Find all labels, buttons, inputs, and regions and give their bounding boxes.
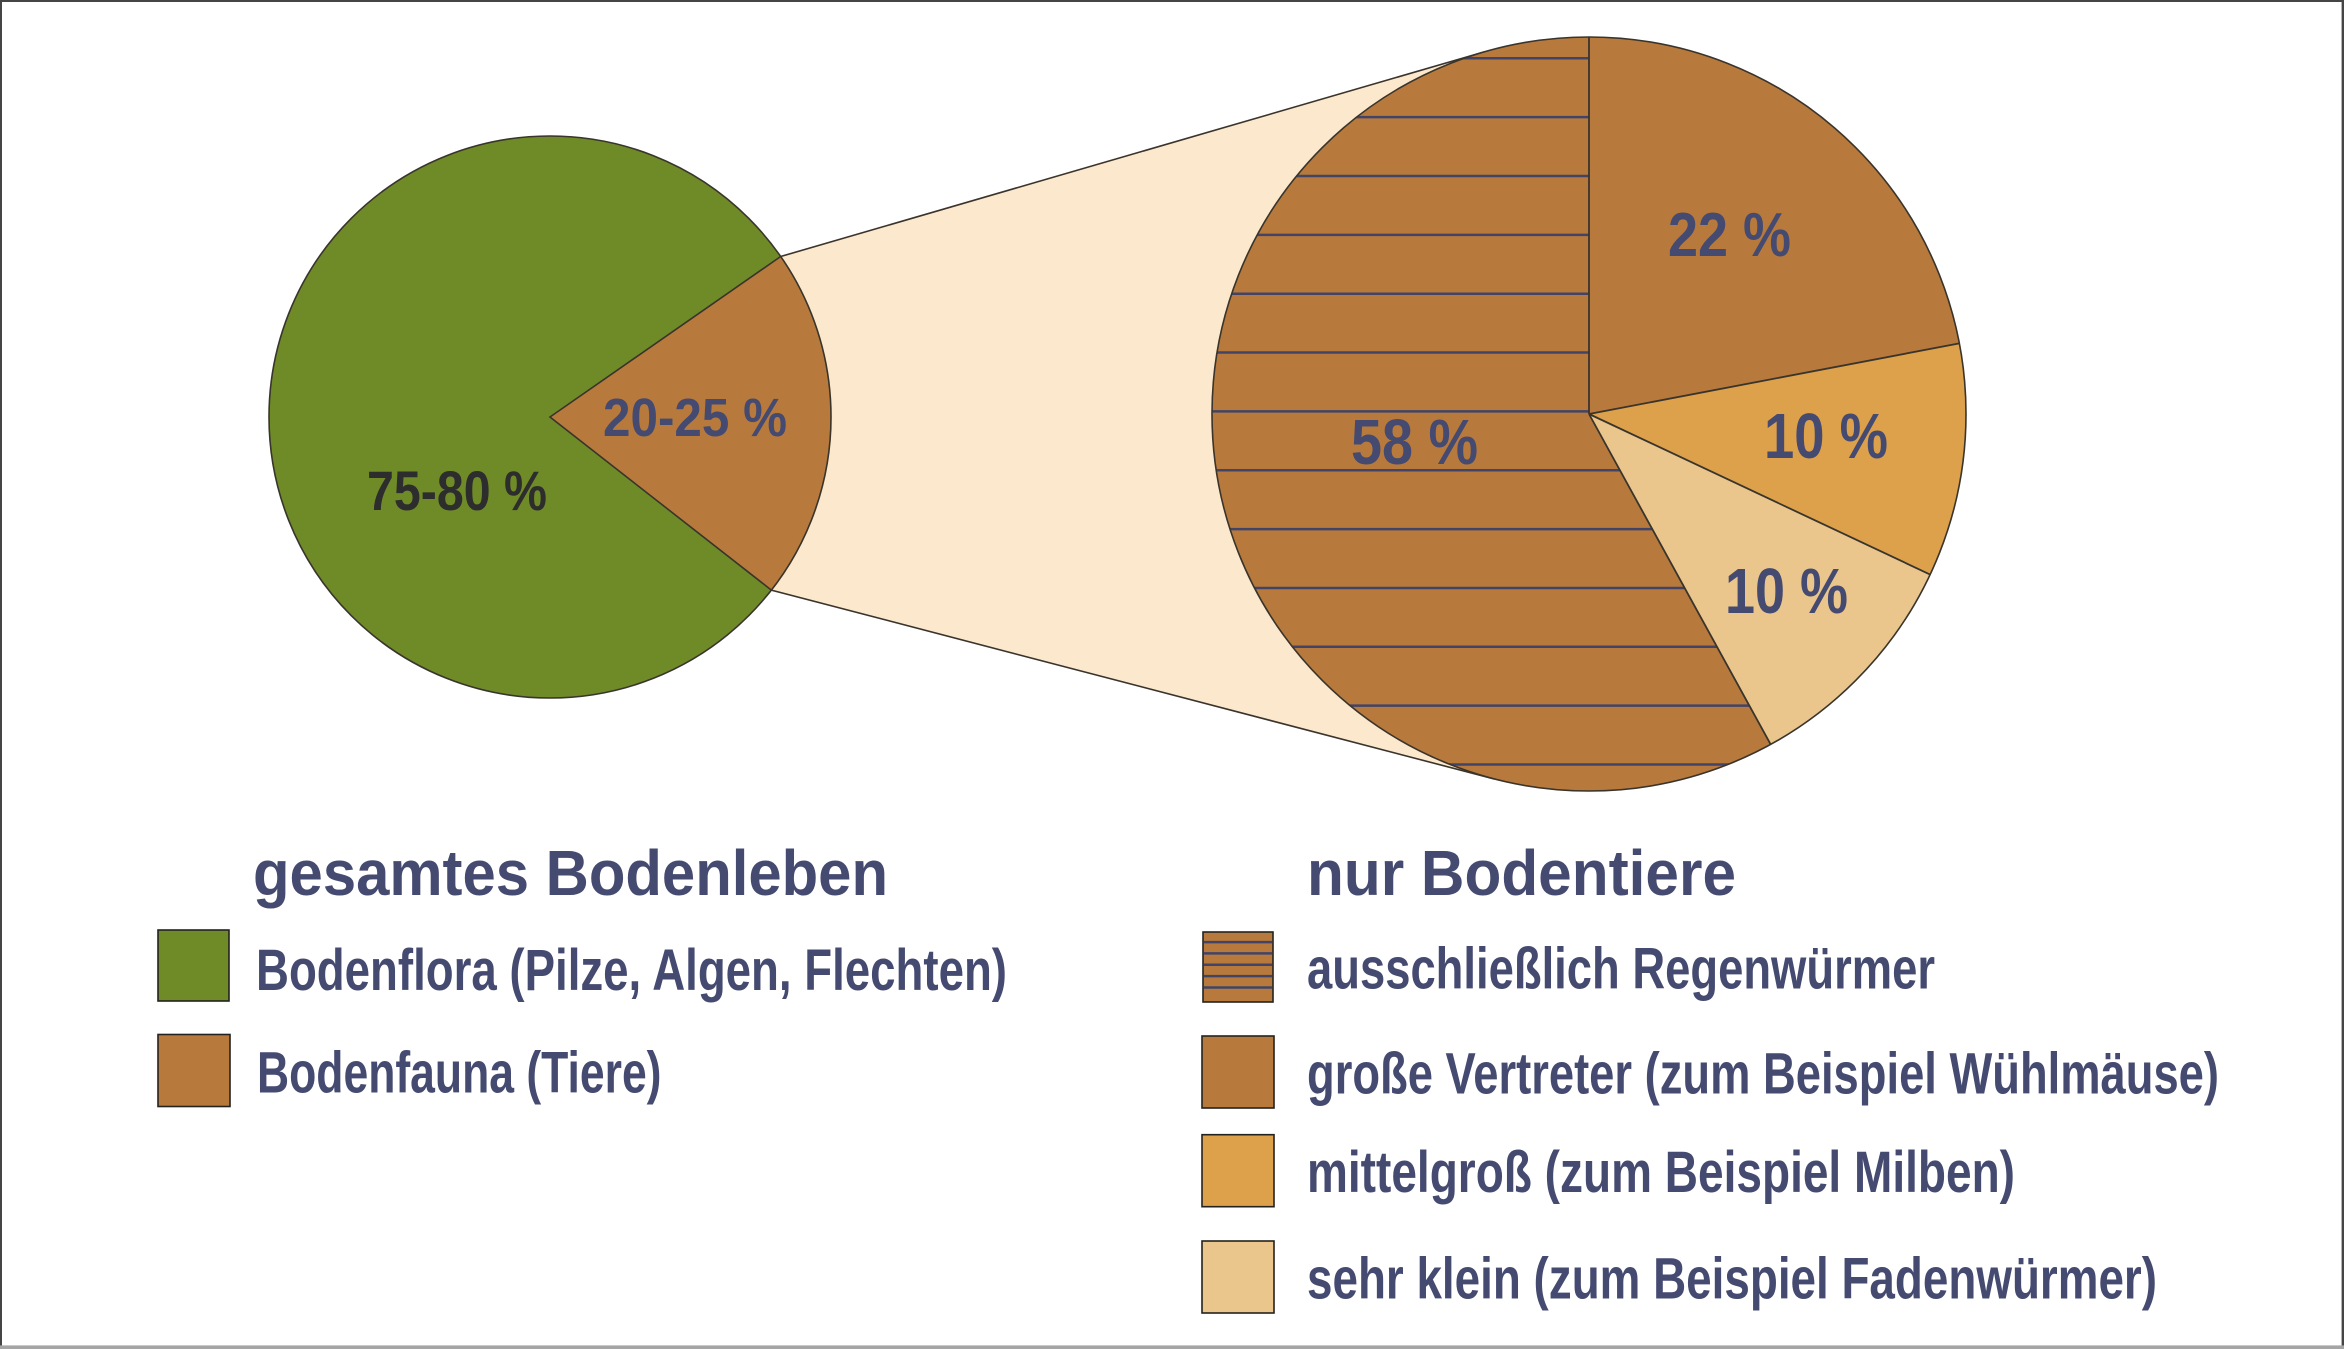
svg-text:ausschließlich Regenwürmer: ausschließlich Regenwürmer xyxy=(1307,937,1935,1002)
svg-text:Bodenfauna (Tiere): Bodenfauna (Tiere) xyxy=(257,1041,662,1106)
svg-text:10 %: 10 % xyxy=(1764,400,1888,472)
svg-text:75-80 %: 75-80 % xyxy=(367,459,547,522)
svg-text:sehr klein (zum Beispiel Faden: sehr klein (zum Beispiel Fadenwürmer) xyxy=(1307,1247,2157,1312)
svg-text:große Vertreter (zum Beispiel: große Vertreter (zum Beispiel Wühlmäuse) xyxy=(1307,1042,2219,1107)
svg-text:gesamtes Bodenleben: gesamtes Bodenleben xyxy=(253,837,888,909)
svg-text:Bodenflora (Pilze, Algen, Flec: Bodenflora (Pilze, Algen, Flechten) xyxy=(256,938,1007,1003)
svg-text:58 %: 58 % xyxy=(1351,406,1478,478)
svg-text:20-25 %: 20-25 % xyxy=(603,388,787,448)
svg-text:10 %: 10 % xyxy=(1725,555,1848,627)
svg-text:nur Bodentiere: nur Bodentiere xyxy=(1307,837,1736,909)
svg-text:22 %: 22 % xyxy=(1668,201,1791,270)
svg-text:mittelgroß (zum Beispiel Milbe: mittelgroß (zum Beispiel Milben) xyxy=(1307,1140,2015,1205)
